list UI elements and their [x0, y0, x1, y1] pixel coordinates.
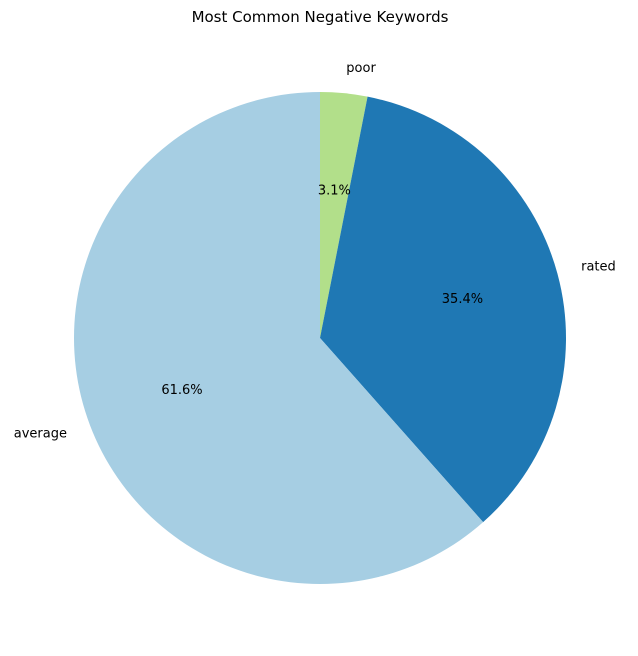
pie-slice-poor: [320, 92, 368, 338]
pie-slice-average: [73, 92, 484, 584]
chart-title: Most Common Negative Keywords: [192, 8, 449, 26]
slice-label-poor: poor: [346, 61, 376, 76]
pie-slice-rated: [320, 96, 566, 523]
pie-slices: [73, 92, 566, 584]
pie-labels: poor 3.1% rated 35.4% average 61.6%: [14, 61, 616, 441]
slice-percent-average: 61.6%: [161, 383, 202, 398]
slice-percent-rated: 35.4%: [442, 292, 483, 307]
slice-percent-poor: 3.1%: [318, 184, 351, 199]
slice-label-rated: rated: [581, 260, 616, 275]
slice-label-average: average: [14, 426, 67, 441]
